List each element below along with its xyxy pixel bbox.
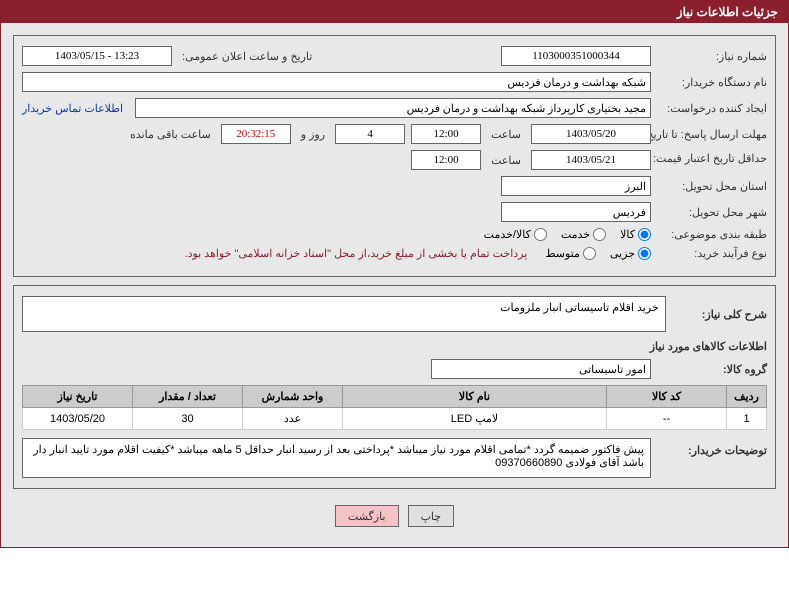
requester-label: ایجاد کننده درخواست: <box>657 102 767 115</box>
back-button[interactable]: بازگشت <box>335 505 399 527</box>
remaining-label: ساعت باقی مانده <box>126 128 215 141</box>
buyer-org-field[interactable] <box>22 72 651 92</box>
goods-group-field[interactable] <box>431 359 651 379</box>
process-partial-radio[interactable] <box>638 247 651 260</box>
class-service-radio[interactable] <box>593 228 606 241</box>
th-date: تاریخ نیاز <box>23 386 133 408</box>
main-form-box: شماره نیاز: تاریخ و ساعت اعلان عمومی: نا… <box>13 35 776 277</box>
city-field[interactable] <box>501 202 651 222</box>
need-no-field[interactable] <box>501 46 651 66</box>
items-table: ردیف کد کالا نام کالا واحد شمارش تعداد /… <box>22 385 767 430</box>
cell-name: لامپ LED <box>343 408 607 430</box>
need-no-label: شماره نیاز: <box>657 50 767 63</box>
province-field[interactable] <box>501 176 651 196</box>
days-left-field[interactable] <box>335 124 405 144</box>
cell-qty: 30 <box>133 408 243 430</box>
summary-field: خرید اقلام تاسیساتی انبار ملزومات <box>22 296 666 332</box>
process-medium-radio[interactable] <box>583 247 596 260</box>
process-partial-label: جزیی <box>610 247 635 260</box>
hour-label-2: ساعت <box>487 154 525 167</box>
details-box: شرح کلی نیاز: خرید اقلام تاسیساتی انبار … <box>13 285 776 489</box>
validity-date-field[interactable] <box>531 150 651 170</box>
time-left-field[interactable] <box>221 124 291 144</box>
class-radio-group: کالا خدمت کالا/خدمت <box>484 228 651 241</box>
cell-code: -- <box>607 408 727 430</box>
contact-link[interactable]: اطلاعات تماس خریدار <box>22 102 129 115</box>
payment-note: پرداخت تمام یا بخشی از مبلغ خرید،از محل … <box>185 247 540 260</box>
province-label: استان محل تحویل: <box>657 180 767 193</box>
class-goods-label: کالا <box>620 228 635 241</box>
validity-time-field[interactable] <box>411 150 481 170</box>
class-goods-radio[interactable] <box>638 228 651 241</box>
cell-unit: عدد <box>243 408 343 430</box>
announce-dt-label: تاریخ و ساعت اعلان عمومی: <box>178 50 312 63</box>
th-name: نام کالا <box>343 386 607 408</box>
reply-time-field[interactable] <box>411 124 481 144</box>
th-unit: واحد شمارش <box>243 386 343 408</box>
validity-label: حداقل تاریخ اعتبار قیمت: تا تاریخ: <box>657 153 767 166</box>
buyer-org-label: نام دستگاه خریدار: <box>657 76 767 89</box>
class-service-label: خدمت <box>561 228 590 241</box>
reply-deadline-label: مهلت ارسال پاسخ: تا تاریخ: <box>657 128 767 141</box>
button-bar: چاپ بازگشت <box>13 497 776 535</box>
reply-date-field[interactable] <box>531 124 651 144</box>
th-row: ردیف <box>727 386 767 408</box>
process-radio-group: جزیی متوسط <box>545 247 651 260</box>
goods-info-title: اطلاعات کالاهای مورد نیاز <box>22 340 767 353</box>
buyer-notes-field: پیش فاکتور ضمیمه گردد *تمامی اقلام مورد … <box>22 438 651 478</box>
buyer-notes-label: توضیحات خریدار: <box>657 438 767 457</box>
summary-label: شرح کلی نیاز: <box>672 308 767 321</box>
city-label: شهر محل تحویل: <box>657 206 767 219</box>
details-panel: جزئیات اطلاعات نیاز شماره نیاز: تاریخ و … <box>0 0 789 548</box>
announce-dt-field[interactable] <box>22 46 172 66</box>
th-qty: تعداد / مقدار <box>133 386 243 408</box>
print-button[interactable]: چاپ <box>408 505 455 527</box>
cell-date: 1403/05/20 <box>23 408 133 430</box>
process-label: نوع فرآیند خرید: <box>657 247 767 260</box>
goods-group-label: گروه کالا: <box>657 363 767 376</box>
hour-label-1: ساعت <box>487 128 525 141</box>
requester-field[interactable] <box>135 98 651 118</box>
table-row: 1 -- لامپ LED عدد 30 1403/05/20 <box>23 408 767 430</box>
panel-title: جزئیات اطلاعات نیاز <box>1 1 788 23</box>
subject-class-label: طبقه بندی موضوعی: <box>657 228 767 241</box>
th-code: کد کالا <box>607 386 727 408</box>
class-both-label: کالا/خدمت <box>484 228 531 241</box>
class-both-radio[interactable] <box>534 228 547 241</box>
cell-row: 1 <box>727 408 767 430</box>
process-medium-label: متوسط <box>545 247 580 260</box>
day-and-label: روز و <box>297 128 329 141</box>
